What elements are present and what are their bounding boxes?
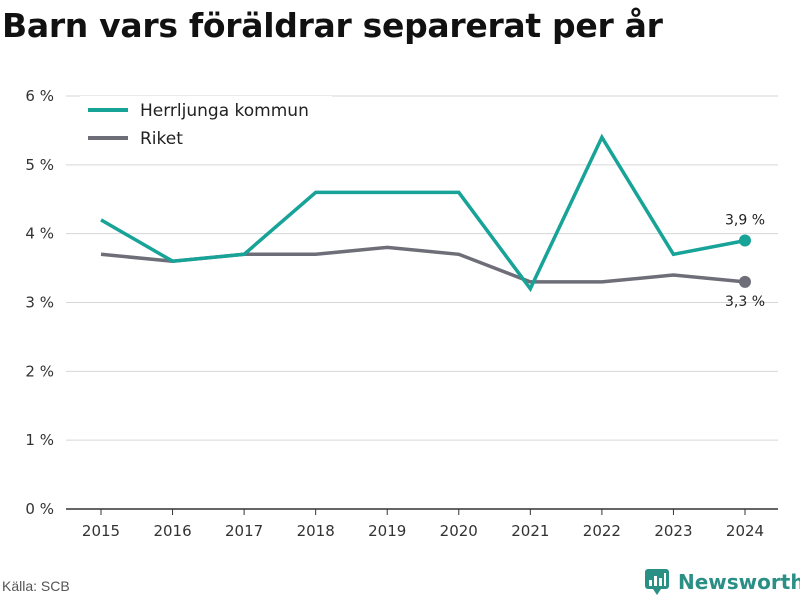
brand-name: Newsworthy [678,570,800,594]
x-tick-label: 2024 [726,522,764,540]
y-tick-label: 2 % [25,362,54,380]
source-note: Källa: SCB [2,578,70,594]
x-tick-label: 2019 [368,522,406,540]
brand-logo[interactable]: Newsworthy [644,568,800,596]
legend-label-riket: Riket [140,129,183,149]
x-tick-label: 2016 [153,522,191,540]
series-line-herrljunga-kommun [100,133,746,293]
x-tick-label: 2018 [297,522,335,540]
line-chart: 0 % 1 % 2 % 3 % 4 % 5 % 6 % 2015 2016 2017 2018 201… [25,87,778,540]
x-tick-label: 2015 [82,522,120,540]
y-tick-label: 3 % [25,294,54,312]
end-marker-herrljunga-kommun [739,234,751,247]
x-tick-label: 2017 [225,522,263,540]
y-tick-label: 0 % [25,500,54,518]
legend-background [80,96,332,152]
y-tick-label: 4 % [25,225,54,243]
x-tick-label: 2021 [511,522,549,540]
end-marker-riket [739,275,751,288]
x-tick-label: 2020 [440,522,478,540]
x-tick-label: 2023 [654,522,692,540]
y-tick-label: 5 % [25,156,54,174]
end-label-riket: 3,3 % [725,294,765,310]
y-tick-label: 6 % [25,87,54,105]
newsworthy-logo-icon [645,569,669,595]
y-tick-label: 1 % [25,431,54,449]
series-line-riket [100,245,746,284]
chart-title: Barn vars föräldrar separerat per år [2,6,663,45]
legend-label-herrljunga-kommun: Herrljunga kommun [140,101,309,121]
end-label-herrljunga-kommun: 3,9 % [725,213,765,229]
x-tick-label: 2022 [583,522,621,540]
